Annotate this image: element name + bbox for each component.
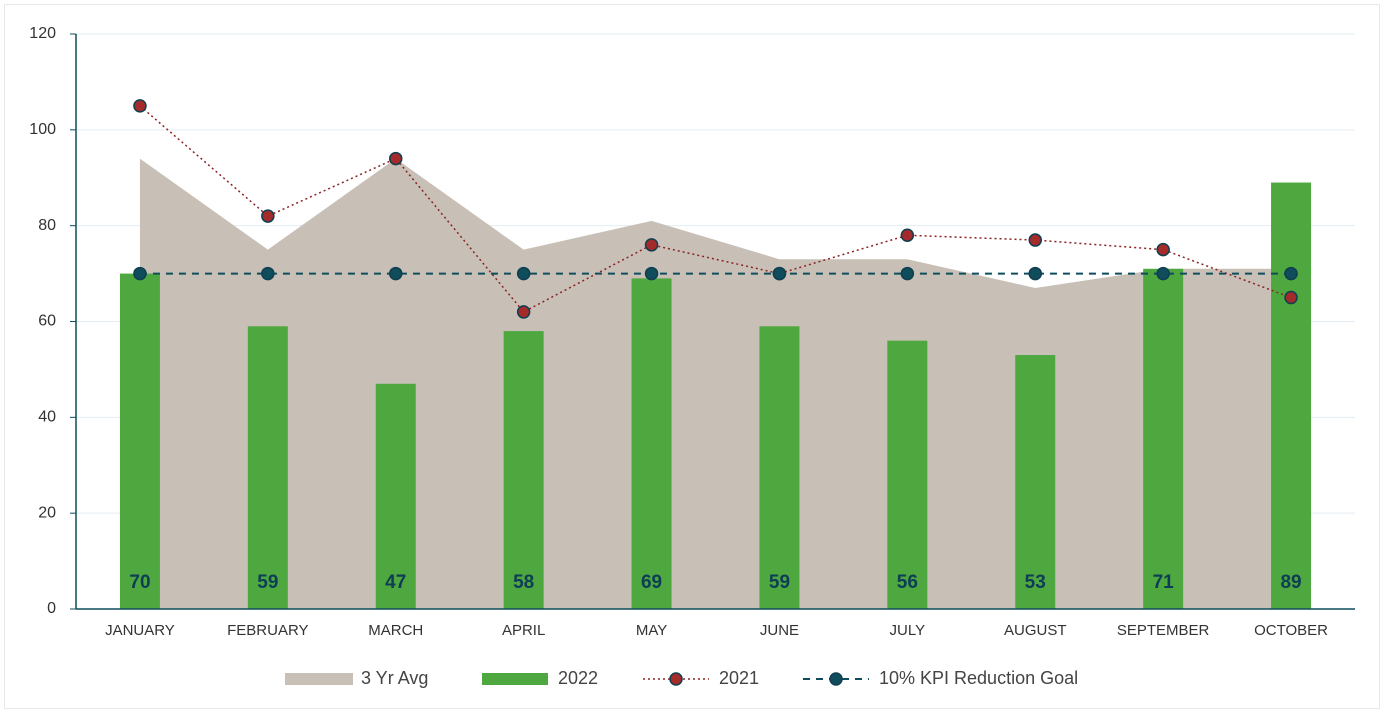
legend-item: 2022 <box>482 668 598 688</box>
x-tick-label: JULY <box>890 622 926 639</box>
data-label: 56 <box>897 572 918 593</box>
data-label: 59 <box>769 572 790 593</box>
marker <box>389 151 403 166</box>
legend-item: 3 Yr Avg <box>285 668 428 688</box>
data-label: 71 <box>1153 572 1175 593</box>
marker <box>1156 266 1170 281</box>
x-tick-label: MAY <box>636 622 667 639</box>
data-label: 47 <box>385 572 406 593</box>
bar <box>1143 268 1184 609</box>
marker <box>261 209 275 223</box>
bar <box>247 326 288 609</box>
marker <box>133 99 147 113</box>
x-tick-label: FEBRUARY <box>227 622 308 639</box>
legend-label: 10% KPI Reduction Goal <box>879 668 1078 688</box>
bar <box>1015 355 1056 609</box>
area <box>139 158 1292 610</box>
marker <box>516 305 531 319</box>
marker <box>772 266 787 281</box>
y-tick-label: 40 <box>38 409 56 426</box>
marker <box>1156 242 1170 257</box>
x-tick-label: SEPTEMBER <box>1117 622 1210 639</box>
x-tick-label: APRIL <box>502 622 545 639</box>
legend-swatch <box>285 673 353 685</box>
y-tick-label: 20 <box>38 504 56 521</box>
bar <box>119 273 160 609</box>
data-label: 59 <box>257 572 278 593</box>
legend-item: 10% KPI Reduction Goal <box>803 668 1078 688</box>
marker <box>1028 233 1042 247</box>
data-label: 89 <box>1280 572 1301 593</box>
x-tick-label: JUNE <box>760 622 799 639</box>
bar <box>375 383 416 609</box>
x-tick-label: OCTOBER <box>1254 622 1328 639</box>
marker <box>1028 266 1042 281</box>
legend-label: 2022 <box>558 668 598 688</box>
marker <box>900 228 915 242</box>
y-tick-label: 100 <box>29 121 56 138</box>
marker <box>516 266 531 281</box>
legend-item: 2021 <box>643 668 759 688</box>
legend-label: 2021 <box>719 668 759 688</box>
marker <box>261 266 275 281</box>
data-label: 53 <box>1025 572 1046 593</box>
data-label: 58 <box>513 572 534 593</box>
bar <box>1271 182 1312 609</box>
marker <box>1284 290 1298 305</box>
y-tick-label: 80 <box>38 217 56 234</box>
marker <box>900 266 915 281</box>
bar <box>759 326 800 609</box>
legend-marker <box>829 672 843 686</box>
x-tick-label: JANUARY <box>105 622 175 639</box>
legend-label: 3 Yr Avg <box>361 668 428 688</box>
marker <box>644 266 659 281</box>
bar <box>631 278 672 609</box>
legend-marker <box>669 672 683 686</box>
marker <box>1284 266 1298 281</box>
data-label: 70 <box>129 572 150 593</box>
x-tick-label: MARCH <box>368 622 423 639</box>
y-tick-label: 0 <box>47 600 56 617</box>
marker <box>389 266 403 281</box>
bar <box>887 340 928 609</box>
data-label: 69 <box>641 572 662 593</box>
legend-swatch <box>482 673 548 685</box>
y-tick-label: 60 <box>38 313 56 330</box>
bar <box>503 331 544 609</box>
marker <box>644 238 659 252</box>
x-tick-label: AUGUST <box>1004 622 1067 639</box>
y-tick-label: 120 <box>29 25 56 42</box>
marker <box>133 266 147 281</box>
